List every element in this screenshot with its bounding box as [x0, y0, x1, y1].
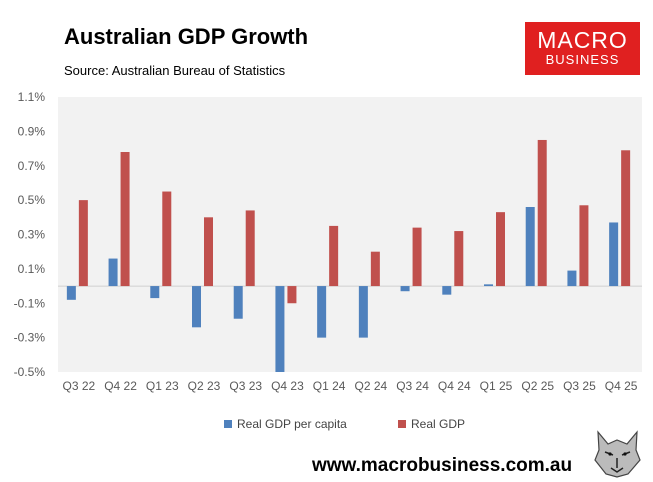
bar-real-gdp [496, 212, 505, 287]
bar-real-gdp [579, 205, 589, 287]
y-tick-label: 0.7% [18, 159, 46, 173]
bar-real-gdp [412, 227, 422, 287]
bar-real-gdp [370, 251, 380, 287]
x-tick-label: Q2 23 [188, 379, 221, 393]
website-url: www.macrobusiness.com.au [312, 455, 573, 476]
bar-real-gdp [287, 286, 297, 304]
legend-swatch-real-gdp [398, 420, 406, 428]
bar-real-gdp-per-capita [525, 207, 535, 287]
y-tick-label: -0.1% [14, 296, 46, 310]
bar-real-gdp-per-capita [108, 258, 118, 287]
logo-line2: BUSINESS [545, 52, 620, 67]
y-tick-label: 0.1% [18, 262, 46, 276]
bar-real-gdp-per-capita [567, 270, 577, 287]
bar-real-gdp-per-capita [400, 286, 410, 292]
bar-real-gdp [329, 225, 339, 287]
macrobusiness-logo: MACRO BUSINESS [525, 22, 640, 75]
bar-real-gdp-per-capita [358, 286, 368, 338]
y-tick-label: 0.3% [18, 228, 46, 242]
x-tick-label: Q4 22 [104, 379, 137, 393]
x-tick-label: Q3 24 [396, 379, 429, 393]
bar-real-gdp-per-capita [442, 286, 452, 295]
x-tick-label: Q4 23 [271, 379, 304, 393]
bar-real-gdp [204, 217, 213, 287]
legend-label-real-gdp: Real GDP [411, 417, 466, 431]
x-tick-label: Q1 25 [480, 379, 513, 393]
legend-label-per-capita: Real GDP per capita [237, 417, 347, 431]
x-tick-label: Q2 25 [521, 379, 554, 393]
x-tick-label: Q3 23 [229, 379, 262, 393]
x-tick-label: Q4 25 [605, 379, 638, 393]
bar-real-gdp [537, 139, 547, 287]
x-tick-label: Q2 24 [355, 379, 388, 393]
bar-real-gdp-per-capita [192, 286, 201, 328]
plot-area [58, 97, 642, 372]
chart-subtitle: Source: Australian Bureau of Statistics [64, 63, 286, 78]
bar-real-gdp-per-capita [484, 284, 493, 287]
legend-item-per-capita: Real GDP per capita [224, 417, 347, 431]
x-tick-label: Q3 22 [63, 379, 96, 393]
bar-real-gdp [621, 150, 631, 287]
bar-real-gdp-per-capita [317, 286, 327, 338]
bar-real-gdp-per-capita [275, 286, 285, 372]
y-tick-label: 0.9% [18, 124, 46, 138]
bar-real-gdp [454, 231, 464, 287]
wolf-logo-icon [590, 428, 645, 478]
bar-real-gdp-per-capita [233, 286, 243, 319]
x-tick-label: Q1 23 [146, 379, 179, 393]
y-tick-label: -0.3% [14, 331, 46, 345]
x-tick-label: Q4 24 [438, 379, 471, 393]
y-tick-label: -0.5% [14, 365, 46, 379]
y-tick-label: 1.1% [18, 90, 46, 104]
logo-line1: MACRO [537, 27, 628, 53]
bar-real-gdp [245, 210, 255, 287]
bar-real-gdp [162, 191, 172, 287]
bar-real-gdp-per-capita [150, 286, 160, 299]
bar-real-gdp-per-capita [609, 222, 619, 287]
chart-title: Australian GDP Growth [64, 24, 309, 49]
x-tick-label: Q3 25 [563, 379, 596, 393]
x-tick-label: Q1 24 [313, 379, 346, 393]
bar-real-gdp-per-capita [66, 286, 76, 300]
bar-chart: 1.1% 0.9% 0.7% 0.5% 0.3% 0.1% -0.1% -0.3% -0.5% Q… [14, 90, 642, 393]
legend-item-real-gdp: Real GDP [398, 417, 465, 431]
legend-swatch-per-capita [224, 420, 232, 428]
y-tick-label: 0.5% [18, 193, 46, 207]
bar-real-gdp [78, 200, 88, 287]
bar-real-gdp [120, 152, 130, 287]
